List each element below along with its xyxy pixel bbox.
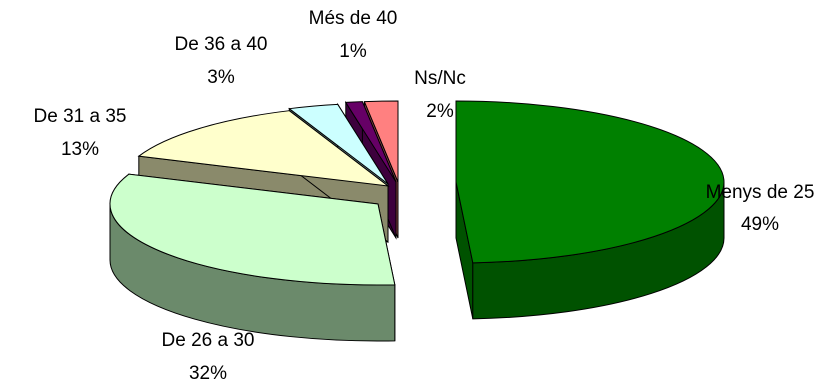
slice-menys-de-25 — [455, 100, 725, 264]
slice-label-de-26-a-30: De 26 a 30 — [162, 330, 255, 351]
slice-de-36-a-40 — [288, 103, 389, 185]
slice-de-31-a-35 — [137, 110, 390, 187]
slice-label-menys-de-25: Menys de 25 — [706, 182, 815, 203]
slice-value-mes-de-40: 1% — [339, 41, 367, 62]
slice-value-de-26-a-30: 32% — [189, 363, 227, 384]
pie-top-layer — [109, 100, 725, 286]
slice-label-de-31-a-35: De 31 a 35 — [34, 106, 127, 127]
slice-value-de-31-a-35: 13% — [61, 139, 99, 160]
slice-label-ns-nc: Ns/Nc — [414, 68, 466, 89]
slice-label-de-36-a-40: De 36 a 40 — [175, 34, 268, 55]
slice-value-ns-nc: 2% — [426, 101, 454, 122]
slice-value-menys-de-25: 49% — [741, 214, 779, 235]
slice-value-de-36-a-40: 3% — [207, 67, 235, 88]
slice-de-26-a-30 — [109, 173, 396, 286]
slice-mes-de-40 — [344, 101, 397, 183]
slice-label-mes-de-40: Més de 40 — [309, 8, 398, 29]
slice-ns-nc — [363, 100, 399, 183]
